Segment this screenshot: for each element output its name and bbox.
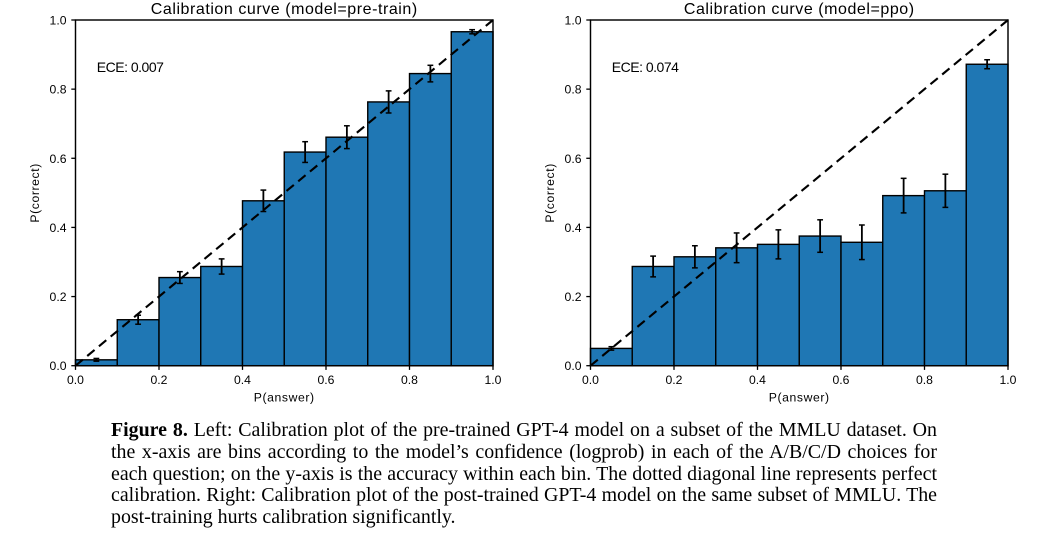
svg-text:1.0: 1.0: [565, 14, 582, 28]
svg-text:0.2: 0.2: [666, 373, 683, 387]
svg-text:0.2: 0.2: [151, 373, 168, 387]
svg-text:0.8: 0.8: [916, 373, 933, 387]
svg-text:0.2: 0.2: [50, 290, 67, 304]
svg-text:0.4: 0.4: [565, 221, 582, 235]
svg-text:P(answer): P(answer): [769, 391, 830, 405]
svg-text:1.0: 1.0: [50, 14, 67, 28]
svg-text:0.4: 0.4: [50, 221, 67, 235]
svg-text:0.2: 0.2: [565, 290, 582, 304]
svg-text:0.8: 0.8: [401, 373, 418, 387]
svg-text:Calibration curve (model=ppo): Calibration curve (model=ppo): [684, 1, 915, 18]
svg-text:1.0: 1.0: [485, 373, 502, 387]
svg-text:0.4: 0.4: [749, 373, 766, 387]
svg-text:P(correct): P(correct): [28, 163, 42, 223]
svg-text:0.6: 0.6: [318, 373, 335, 387]
svg-text:0.8: 0.8: [565, 83, 582, 97]
svg-text:Calibration curve (model=pre-t: Calibration curve (model=pre-train): [151, 1, 418, 18]
svg-text:P(answer): P(answer): [254, 391, 315, 405]
svg-text:0.0: 0.0: [565, 359, 582, 373]
svg-text:P(correct): P(correct): [543, 163, 557, 223]
svg-text:ECE: 0.007: ECE: 0.007: [97, 59, 164, 75]
svg-text:0.6: 0.6: [833, 373, 850, 387]
svg-text:0.6: 0.6: [565, 152, 582, 166]
svg-text:0.0: 0.0: [67, 373, 84, 387]
svg-text:0.0: 0.0: [50, 359, 67, 373]
svg-text:ECE: 0.074: ECE: 0.074: [612, 59, 679, 75]
svg-text:1.0: 1.0: [1000, 373, 1017, 387]
svg-text:0.4: 0.4: [234, 373, 251, 387]
svg-text:0.6: 0.6: [50, 152, 67, 166]
svg-text:0.8: 0.8: [50, 83, 67, 97]
svg-text:0.0: 0.0: [582, 373, 599, 387]
